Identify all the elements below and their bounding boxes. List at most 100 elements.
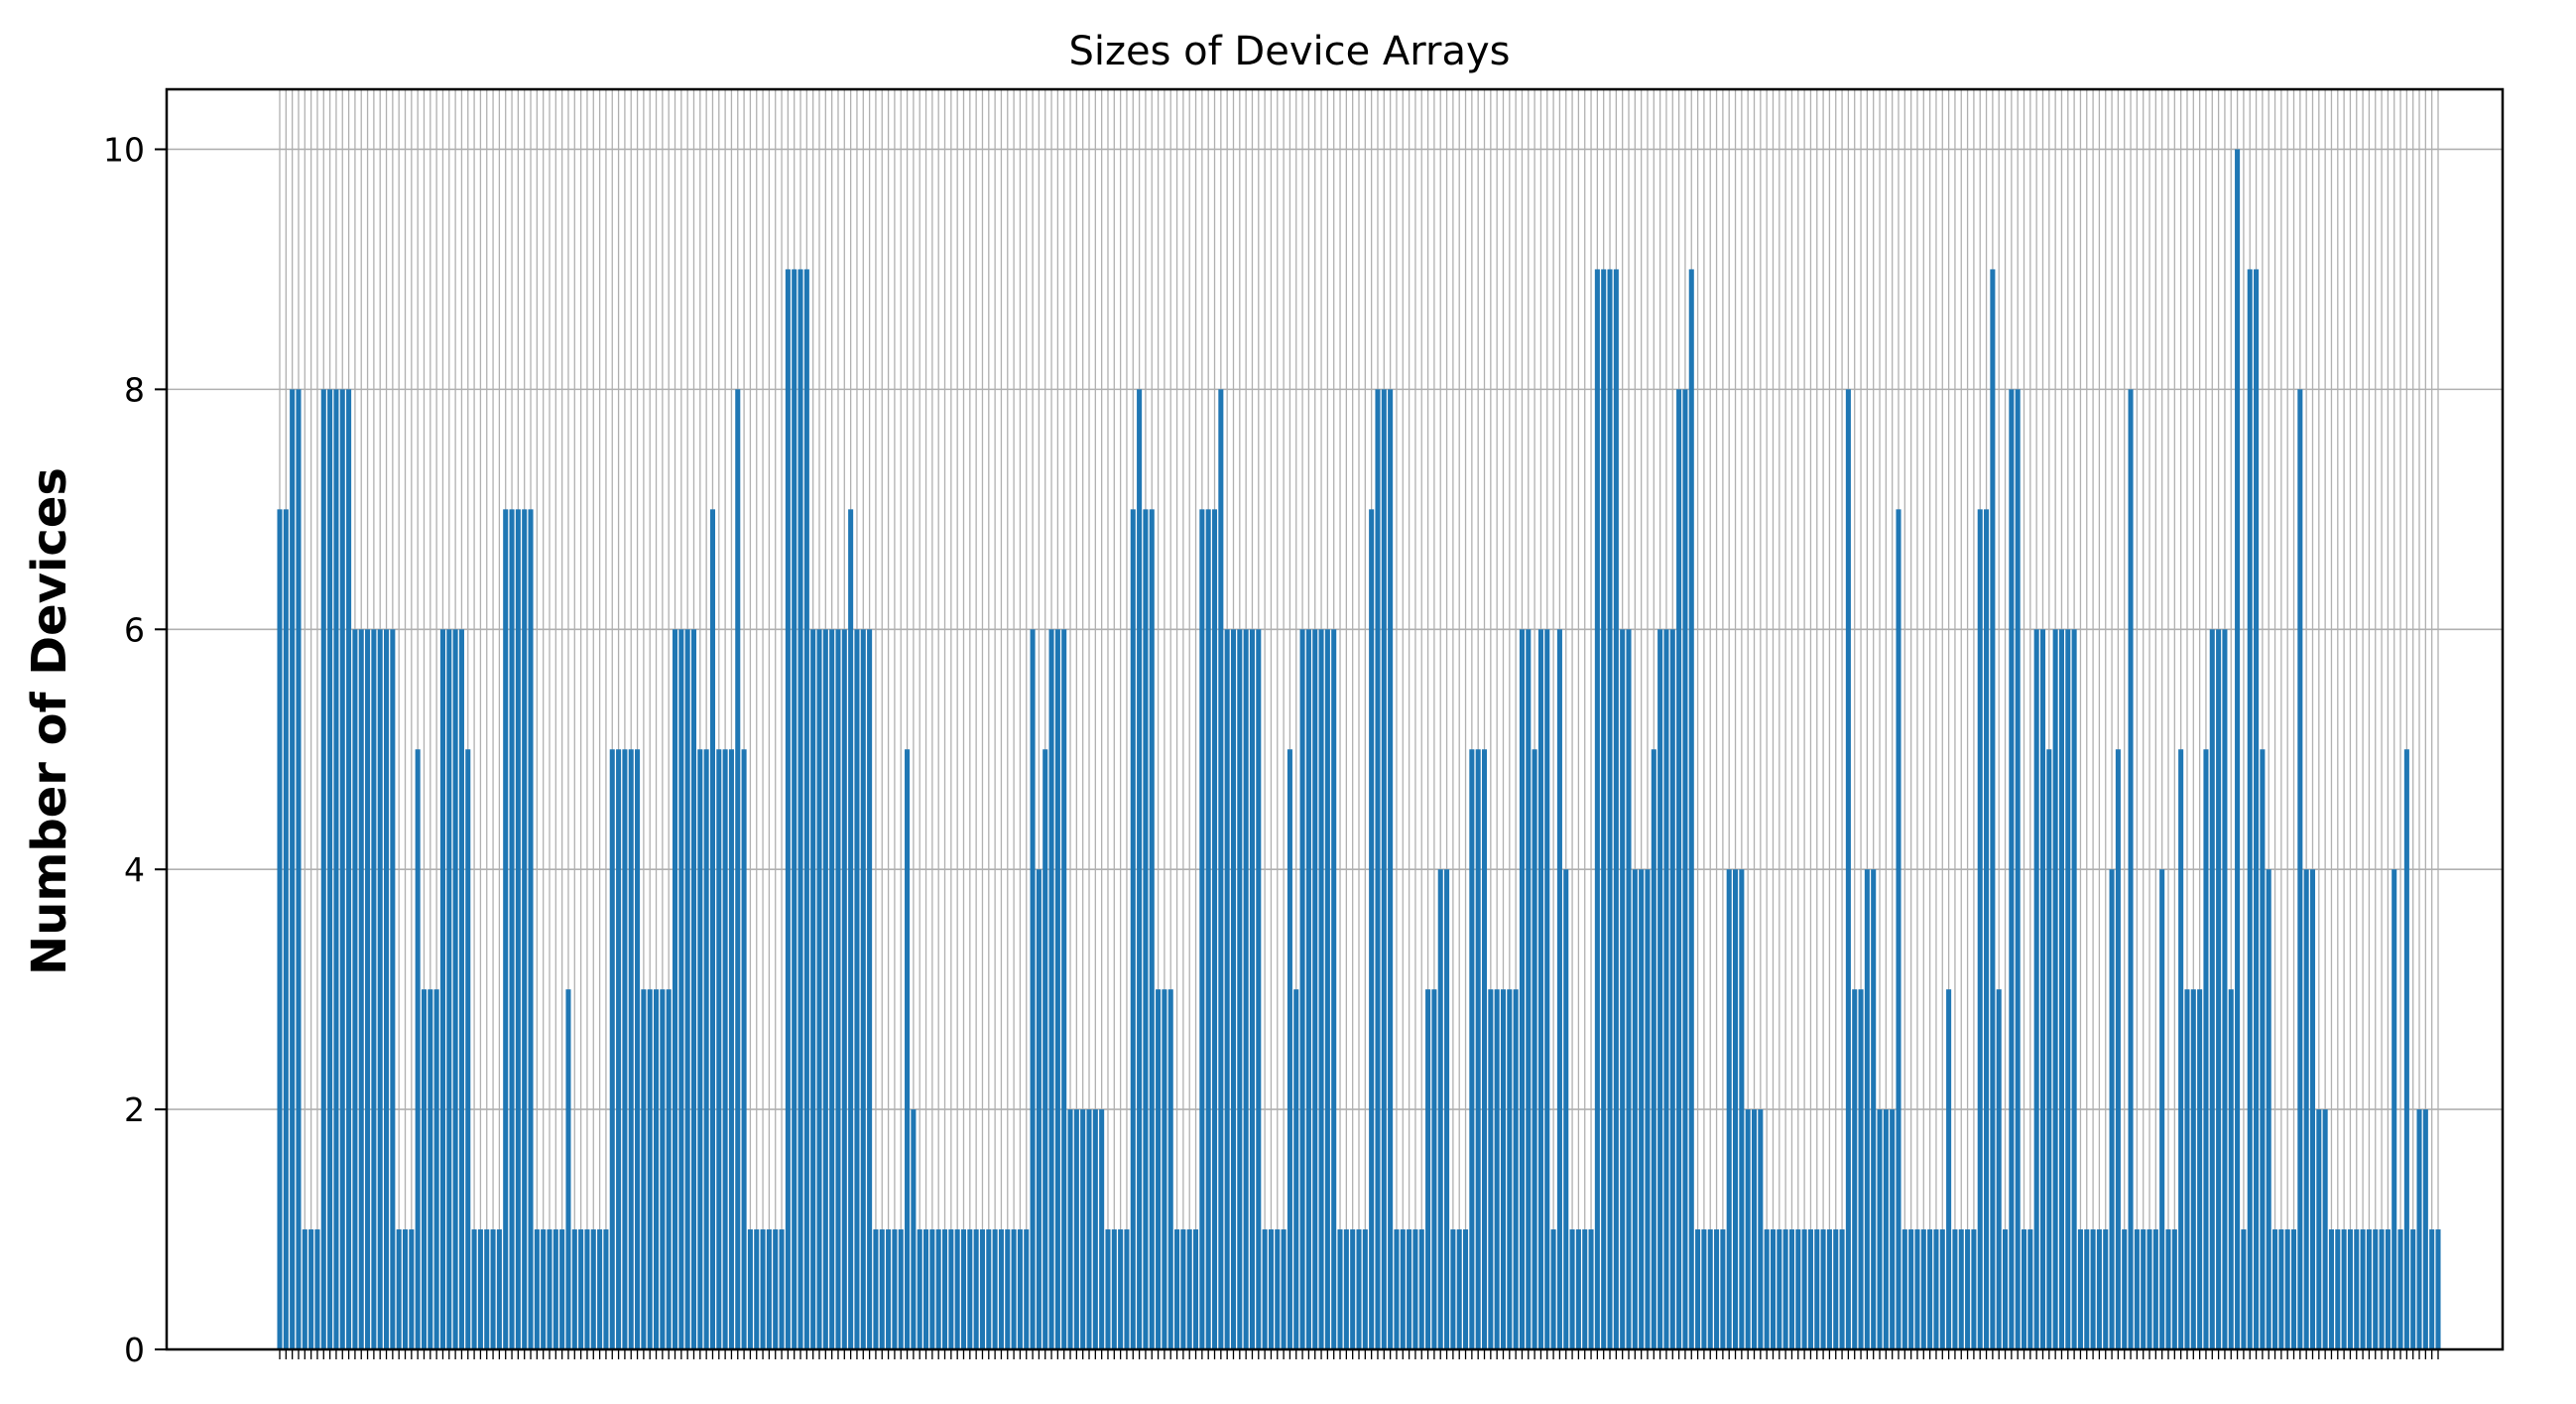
bar xyxy=(816,629,822,1349)
bar xyxy=(2021,1229,2027,1349)
y-tick-label: 8 xyxy=(124,370,145,409)
bar xyxy=(1544,629,1550,1349)
bar xyxy=(666,989,672,1349)
y-axis-label: Number of Devices xyxy=(22,467,77,975)
bar xyxy=(2197,989,2203,1349)
bar xyxy=(2385,1229,2391,1349)
bar xyxy=(1632,869,1638,1349)
bar xyxy=(302,1229,307,1349)
bar xyxy=(1651,749,1656,1349)
bar xyxy=(1626,629,1632,1349)
bar xyxy=(1394,1229,1400,1349)
bar xyxy=(1431,989,1437,1349)
bar xyxy=(1118,1229,1124,1349)
bar xyxy=(503,509,509,1349)
bar xyxy=(785,269,791,1349)
bar xyxy=(709,509,715,1349)
bar xyxy=(2241,1229,2247,1349)
bar xyxy=(803,269,809,1349)
bar xyxy=(2065,629,2071,1349)
bar xyxy=(2254,269,2260,1349)
bar xyxy=(2366,1229,2372,1349)
bar xyxy=(1137,389,1143,1349)
bar xyxy=(2052,629,2058,1349)
bar xyxy=(1777,1229,1782,1349)
bar xyxy=(1243,629,1249,1349)
bar xyxy=(384,629,390,1349)
bar xyxy=(635,749,641,1349)
bar xyxy=(873,1229,879,1349)
bar xyxy=(1526,629,1532,1349)
bar xyxy=(1224,629,1230,1349)
bar xyxy=(541,1229,547,1349)
bar xyxy=(822,629,828,1349)
bar xyxy=(433,989,439,1349)
bar xyxy=(986,1229,992,1349)
bar xyxy=(1507,989,1513,1349)
bar xyxy=(352,629,358,1349)
bar xyxy=(2341,1229,2347,1349)
bar xyxy=(534,1229,540,1349)
bar xyxy=(1764,1229,1770,1349)
bar xyxy=(1193,1229,1199,1349)
bar xyxy=(415,749,421,1349)
bar xyxy=(320,389,326,1349)
bar xyxy=(1287,749,1292,1349)
bar xyxy=(973,1229,979,1349)
bar xyxy=(2297,389,2303,1349)
bar xyxy=(428,989,433,1349)
bar xyxy=(722,749,728,1349)
bar xyxy=(1569,1229,1575,1349)
bar xyxy=(2272,1229,2278,1349)
bar xyxy=(1807,1229,1813,1349)
bar xyxy=(1054,629,1060,1349)
bar xyxy=(484,1229,490,1349)
bar xyxy=(578,1229,584,1349)
bar xyxy=(402,1229,409,1349)
x-ticks xyxy=(279,1349,2439,1359)
y-tick-label: 0 xyxy=(124,1331,145,1369)
bar xyxy=(841,629,847,1349)
bar xyxy=(2159,869,2165,1349)
bar xyxy=(935,1229,941,1349)
bar xyxy=(2328,1229,2334,1349)
bar xyxy=(1437,869,1443,1349)
bar xyxy=(1946,989,1952,1349)
bar xyxy=(446,629,452,1349)
bar xyxy=(867,629,873,1349)
y-tick-label: 6 xyxy=(124,610,145,649)
bar xyxy=(1218,389,1224,1349)
bar xyxy=(2290,1229,2297,1349)
bar xyxy=(2228,989,2234,1349)
bar xyxy=(2027,1229,2033,1349)
bar xyxy=(1500,989,1507,1349)
bar xyxy=(1933,1229,1939,1349)
bar xyxy=(1513,989,1519,1349)
bar xyxy=(1594,269,1600,1349)
bar xyxy=(690,629,697,1349)
bar xyxy=(1211,509,1218,1349)
bar xyxy=(603,1229,609,1349)
bar xyxy=(1475,749,1481,1349)
bar xyxy=(1532,749,1537,1349)
bar xyxy=(2360,1229,2366,1349)
bar xyxy=(992,1229,998,1349)
bar xyxy=(477,1229,483,1349)
bar xyxy=(371,629,377,1349)
bar xyxy=(283,509,289,1349)
bar xyxy=(929,1229,935,1349)
bar xyxy=(1237,629,1243,1349)
bar xyxy=(697,749,703,1349)
bar xyxy=(2435,1229,2441,1349)
bar xyxy=(452,629,458,1349)
bar xyxy=(892,1229,898,1349)
bar xyxy=(327,389,333,1349)
bar xyxy=(609,749,615,1349)
bar xyxy=(2077,1229,2083,1349)
bar xyxy=(754,1229,760,1349)
bar xyxy=(1582,1229,1588,1349)
bar xyxy=(860,629,866,1349)
bar xyxy=(1814,1229,1820,1349)
bar xyxy=(1343,1229,1349,1349)
bar xyxy=(1839,1229,1845,1349)
